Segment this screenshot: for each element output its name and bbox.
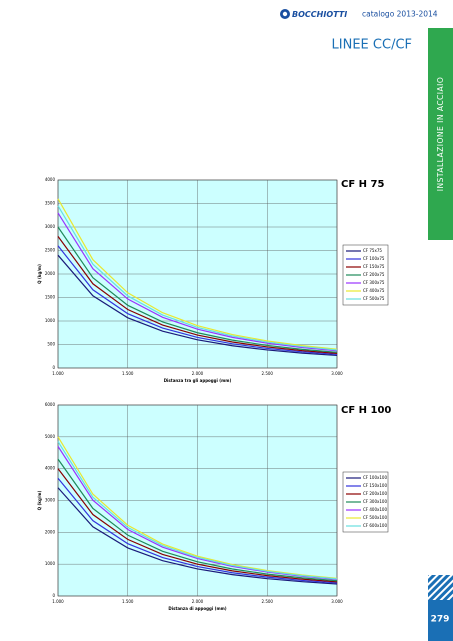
y-tick-label: 4000 [45, 466, 56, 471]
x-tick-label: 1.000 [52, 599, 64, 604]
legend-label: CF 100x100 [363, 475, 387, 480]
legend-label: CF 500x75 [363, 296, 385, 301]
series-line [57, 441, 338, 580]
y-axis-label: Q (kg/m) [37, 264, 42, 284]
x-axis-label: Distanza di appoggi (mm) [168, 606, 226, 611]
y-tick-label: 2000 [45, 529, 56, 534]
side-tab [428, 28, 453, 240]
legend-label: CF 500x100 [363, 515, 387, 520]
y-tick-label: 1000 [45, 318, 56, 323]
series-line [57, 436, 338, 579]
x-tick-label: 2.500 [262, 371, 274, 376]
series-line [57, 468, 338, 583]
y-tick-label: 2500 [45, 248, 56, 253]
legend-label: CF 400x75 [363, 288, 385, 293]
legend-label: CF 75x75 [363, 248, 382, 253]
y-tick-label: 1000 [45, 561, 56, 566]
y-tick-label: 3000 [45, 224, 56, 229]
series-line [57, 245, 338, 356]
x-tick-label: 3.000 [331, 599, 343, 604]
x-tick-label: 1.500 [122, 371, 134, 376]
y-tick-label: 0 [52, 365, 55, 370]
y-tick-label: 3500 [45, 201, 56, 206]
page-number: 279 [431, 615, 450, 625]
series-line [57, 236, 338, 354]
x-tick-label: 1.000 [52, 371, 64, 376]
legend-label: CF 300x75 [363, 280, 385, 285]
y-tick-label: 4000 [45, 177, 56, 182]
y-axis-label: Q (kg/m) [37, 491, 42, 511]
x-tick-label: 1.500 [122, 599, 134, 604]
chart-title: CF H 100 [341, 405, 391, 416]
brand: BOCCHIOTTI [292, 10, 347, 19]
y-tick-label: 5000 [45, 434, 56, 439]
series-line [57, 212, 338, 352]
chart-title: CF H 75 [341, 179, 384, 190]
x-tick-label: 2.000 [192, 599, 204, 604]
side-tab-text: INSTALLAZIONE IN ACCIAIO [436, 77, 445, 192]
series-line [57, 205, 338, 351]
series-line [57, 458, 338, 582]
y-tick-label: 0 [52, 593, 55, 598]
series-line [57, 446, 338, 580]
section-title: LINEE CC/CF [332, 38, 412, 53]
series-line [57, 198, 338, 350]
page-tab [428, 600, 453, 641]
legend-label: CF 600x100 [363, 523, 387, 528]
legend-label: CF 400x100 [363, 507, 387, 512]
legend-label: CF 150x75 [363, 264, 385, 269]
x-tick-label: 3.000 [331, 371, 343, 376]
legend-label: CF 200x100 [363, 491, 387, 496]
x-tick-label: 2.500 [262, 599, 274, 604]
legend-label: CF 100x75 [363, 256, 385, 261]
y-tick-label: 2000 [45, 271, 56, 276]
series-line [57, 254, 338, 357]
logo-icon-inner [282, 11, 288, 17]
series-line [57, 477, 338, 584]
x-tick-label: 2.000 [192, 371, 204, 376]
x-axis-label: Distanza tra gli appoggi (mm) [164, 378, 232, 383]
y-tick-label: 6000 [45, 402, 56, 407]
y-tick-label: 500 [47, 342, 55, 347]
catalog: catalogo 2013-2014 [362, 10, 438, 19]
legend-label: CF 300x100 [363, 499, 387, 504]
series-line [57, 487, 338, 585]
legend-label: CF 150x100 [363, 483, 387, 488]
y-tick-label: 3000 [45, 498, 56, 503]
y-tick-label: 1500 [45, 295, 56, 300]
legend-label: CF 200x75 [363, 272, 385, 277]
series-line [57, 226, 338, 353]
